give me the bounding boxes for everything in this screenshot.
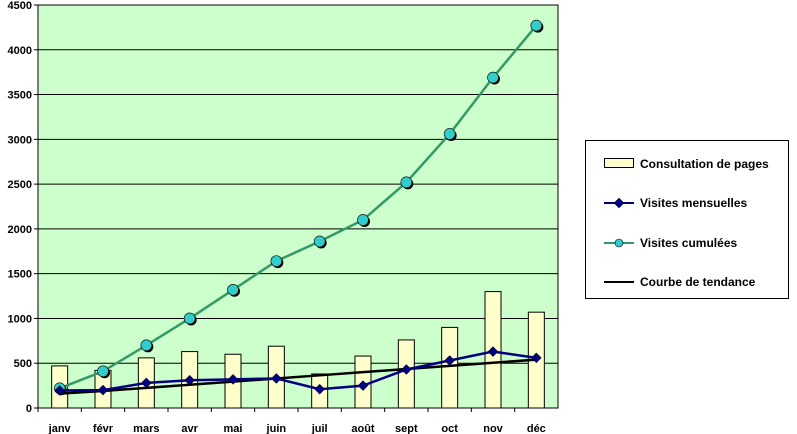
monthly-point bbox=[54, 385, 66, 396]
y-tick-label: 1500 bbox=[8, 269, 32, 281]
plot-area bbox=[37, 4, 559, 409]
cumulative-point bbox=[313, 235, 326, 248]
trend-line bbox=[59, 358, 537, 395]
legend-label-courbe-tendance: Courbe de tendance bbox=[640, 275, 756, 289]
legend-label-visites-cumulees: Visites cumulées bbox=[640, 236, 738, 250]
cumulative-point bbox=[443, 128, 456, 140]
x-tick-label: mars bbox=[133, 423, 159, 434]
x-tick-label: sept bbox=[395, 423, 418, 434]
y-tick-label: 500 bbox=[14, 358, 32, 370]
series-lines bbox=[53, 19, 544, 396]
legend: Consultation de pages Visites mensuelles… bbox=[585, 140, 789, 299]
x-tick-label: juil bbox=[311, 423, 328, 434]
x-tick-label: janv bbox=[48, 423, 72, 434]
cumulative-point bbox=[530, 19, 543, 32]
monthly-point bbox=[270, 373, 282, 384]
y-tick-label: 3000 bbox=[8, 134, 32, 146]
y-tick-label: 4000 bbox=[8, 45, 32, 57]
x-tick-label: juin bbox=[266, 423, 287, 434]
monthly-point bbox=[227, 373, 239, 385]
legend-key-diamond-line bbox=[604, 195, 634, 211]
bar bbox=[441, 326, 459, 409]
legend-key-trend-line bbox=[604, 274, 634, 290]
legend-key-bar bbox=[604, 156, 634, 172]
x-tick-label: avr bbox=[181, 423, 198, 434]
legend-key-circle-line bbox=[604, 235, 634, 251]
monthly-point bbox=[314, 383, 326, 395]
y-tick-label: 2500 bbox=[8, 179, 32, 191]
y-tick-label: 3500 bbox=[8, 90, 32, 102]
y-tick-label: 4500 bbox=[8, 0, 32, 12]
legend-item-courbe-tendance: Courbe de tendance bbox=[604, 274, 755, 290]
cumulative-line bbox=[59, 24, 538, 390]
x-tick-label: déc bbox=[527, 423, 546, 434]
x-tick-label: nov bbox=[483, 423, 503, 434]
y-tick-label: 2000 bbox=[8, 224, 32, 236]
cumulative-point bbox=[140, 339, 153, 352]
monthly-point bbox=[487, 346, 499, 357]
cumulative-point bbox=[487, 71, 499, 84]
legend-item-visites-mensuelles: Visites mensuelles bbox=[604, 195, 747, 211]
legend-label-consultation: Consultation de pages bbox=[640, 157, 769, 171]
monthly-point bbox=[400, 364, 412, 375]
monthly-line bbox=[59, 350, 537, 392]
monthly-point bbox=[530, 352, 542, 364]
y-tick-label: 1000 bbox=[8, 313, 32, 325]
monthly-point bbox=[444, 355, 456, 366]
x-tick-label: oct bbox=[441, 423, 458, 434]
cumulative-point bbox=[400, 176, 413, 189]
cumulative-point bbox=[97, 365, 109, 378]
legend-item-visites-cumulees: Visites cumulées bbox=[604, 235, 737, 251]
y-tick-label: 0 bbox=[26, 403, 32, 415]
cumulative-point bbox=[270, 255, 283, 267]
cumulative-point bbox=[357, 214, 369, 226]
cumulative-point bbox=[227, 283, 239, 296]
monthly-point bbox=[184, 374, 196, 386]
legend-item-consultation: Consultation de pages bbox=[604, 156, 769, 172]
y-axis-ticks: 0 500 1000 1500 2000 2500 3000 3500 4000 4500 bbox=[8, 0, 38, 415]
x-tick-label: août bbox=[351, 423, 375, 434]
monthly-point bbox=[97, 384, 109, 396]
x-tick-label: févr bbox=[93, 423, 114, 434]
cumulative-point bbox=[183, 312, 196, 325]
x-axis-ticks: janv févr mars avr mai juin juil août sept oct nov… bbox=[37, 408, 546, 434]
monthly-point bbox=[140, 377, 152, 389]
monthly-point bbox=[357, 380, 369, 391]
x-tick-label: mai bbox=[224, 423, 243, 434]
legend-label-visites-mensuelles: Visites mensuelles bbox=[640, 196, 748, 210]
